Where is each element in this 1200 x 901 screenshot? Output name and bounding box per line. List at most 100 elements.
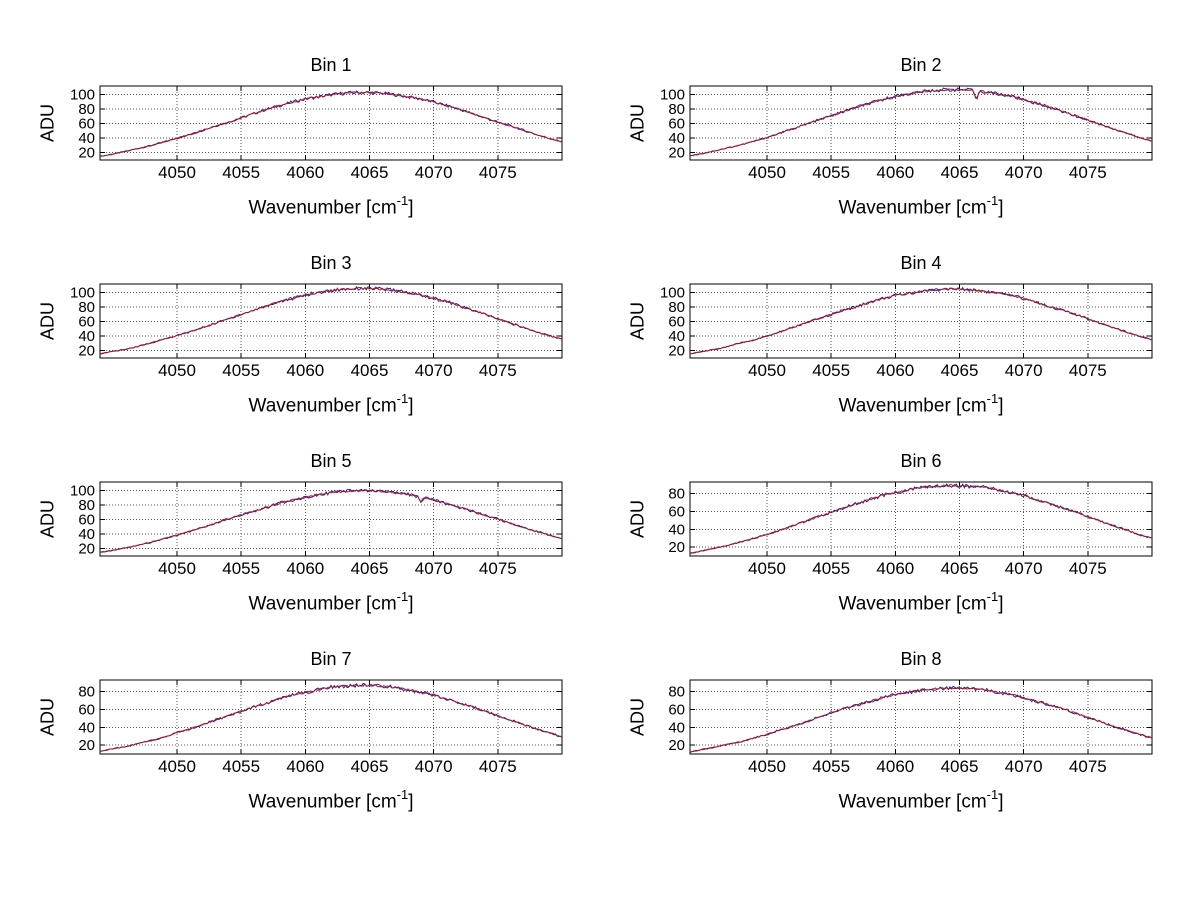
svg-text:60: 60	[668, 701, 685, 718]
x-axis-label-end: ]	[408, 197, 414, 219]
svg-text:80: 80	[668, 101, 685, 118]
subplot-grid: Bin 1 ADU 4050 4055 4060 4065 4070 4075 20 40 60…	[8, 50, 1188, 842]
x-axis-label-main: Wavenumber [cm	[248, 197, 397, 219]
svg-text:4070: 4070	[415, 757, 453, 776]
x-axis-label-sup: -1	[396, 193, 409, 208]
plot-title: Bin 3	[310, 253, 352, 273]
x-axis-label-end: ]	[998, 395, 1004, 417]
svg-text:4050: 4050	[158, 361, 196, 380]
svg-text:80: 80	[668, 684, 685, 701]
x-axis-label: Wavenumber [cm-1]	[690, 589, 1152, 615]
svg-text:100: 100	[660, 285, 685, 302]
svg-text:4070: 4070	[415, 361, 453, 380]
svg-text:4050: 4050	[158, 163, 196, 182]
svg-text:4055: 4055	[812, 559, 850, 578]
svg-text:4075: 4075	[1069, 757, 1107, 776]
svg-text:60: 60	[78, 314, 95, 331]
svg-text:4050: 4050	[748, 757, 786, 776]
x-axis-label-sup: -1	[396, 589, 409, 604]
plot-title: Bin 1	[310, 55, 352, 75]
svg-text:4050: 4050	[158, 757, 196, 776]
subplot-bin-3: Bin 3 ADU 4050 4055 4060 4065 4070 4075 20 40 60…	[8, 248, 598, 446]
x-axis-label: Wavenumber [cm-1]	[690, 787, 1152, 813]
plot-title: Bin 8	[900, 649, 942, 669]
svg-text:4055: 4055	[812, 163, 850, 182]
svg-text:4060: 4060	[286, 361, 324, 380]
subplot-bin-2: Bin 2 ADU 4050 4055 4060 4065 4070 4075 20 40 60…	[598, 50, 1188, 248]
x-axis-label-end: ]	[408, 791, 414, 813]
x-axis-label: Wavenumber [cm-1]	[100, 391, 562, 417]
svg-text:100: 100	[70, 87, 95, 104]
svg-text:40: 40	[78, 328, 95, 345]
subplot-bin-8: Bin 8 ADU 4050 4055 4060 4065 4070 4075 20 40 60…	[598, 644, 1188, 842]
x-axis-label-main: Wavenumber [cm	[248, 593, 397, 615]
svg-text:4065: 4065	[351, 757, 389, 776]
svg-text:40: 40	[78, 719, 95, 736]
svg-text:4055: 4055	[812, 361, 850, 380]
svg-text:4060: 4060	[876, 361, 914, 380]
svg-text:100: 100	[660, 87, 685, 104]
svg-text:4055: 4055	[222, 559, 260, 578]
svg-text:20: 20	[78, 343, 95, 360]
svg-text:80: 80	[78, 684, 95, 701]
svg-text:80: 80	[78, 299, 95, 316]
plot-title: Bin 4	[900, 253, 942, 273]
subplot-bin-1: Bin 1 ADU 4050 4055 4060 4065 4070 4075 20 40 60…	[8, 50, 598, 248]
subplot-bin-5: Bin 5 ADU 4050 4055 4060 4065 4070 4075 20 40 60…	[8, 446, 598, 644]
svg-text:60: 60	[668, 116, 685, 133]
svg-text:80: 80	[668, 486, 685, 503]
x-axis-label: Wavenumber [cm-1]	[690, 193, 1152, 219]
x-axis-label-main: Wavenumber [cm	[838, 197, 987, 219]
svg-text:20: 20	[668, 343, 685, 360]
x-axis-label: Wavenumber [cm-1]	[100, 787, 562, 813]
svg-text:4075: 4075	[1069, 361, 1107, 380]
svg-text:4050: 4050	[158, 559, 196, 578]
subplot-bin-7: Bin 7 ADU 4050 4055 4060 4065 4070 4075 20 40 60…	[8, 644, 598, 842]
x-axis-label: Wavenumber [cm-1]	[100, 193, 562, 219]
svg-text:40: 40	[668, 130, 685, 147]
x-axis-label-end: ]	[408, 395, 414, 417]
svg-text:20: 20	[78, 145, 95, 162]
x-axis-label-end: ]	[998, 791, 1004, 813]
svg-text:4070: 4070	[415, 559, 453, 578]
svg-text:20: 20	[78, 541, 95, 558]
svg-text:80: 80	[78, 101, 95, 118]
svg-text:4060: 4060	[876, 163, 914, 182]
svg-text:4065: 4065	[941, 163, 979, 182]
svg-text:60: 60	[668, 314, 685, 331]
svg-text:4060: 4060	[286, 757, 324, 776]
svg-text:4050: 4050	[748, 163, 786, 182]
svg-text:40: 40	[668, 719, 685, 736]
x-axis-label-end: ]	[998, 593, 1004, 615]
svg-text:4075: 4075	[1069, 559, 1107, 578]
subplot-bin-6: Bin 6 ADU 4050 4055 4060 4065 4070 4075 20 40 60…	[598, 446, 1188, 644]
plot-title: Bin 6	[900, 451, 942, 471]
svg-text:20: 20	[668, 145, 685, 162]
svg-text:100: 100	[70, 285, 95, 302]
x-axis-label-sup: -1	[986, 787, 999, 802]
svg-text:40: 40	[78, 130, 95, 147]
svg-text:4060: 4060	[286, 559, 324, 578]
x-axis-label: Wavenumber [cm-1]	[690, 391, 1152, 417]
svg-text:60: 60	[78, 512, 95, 529]
plot-title: Bin 7	[310, 649, 352, 669]
svg-text:60: 60	[78, 116, 95, 133]
x-axis-label-main: Wavenumber [cm	[838, 593, 987, 615]
x-axis-label-end: ]	[998, 197, 1004, 219]
x-axis-label-main: Wavenumber [cm	[248, 791, 397, 813]
svg-text:4065: 4065	[351, 361, 389, 380]
svg-text:40: 40	[78, 526, 95, 543]
svg-text:60: 60	[668, 503, 685, 520]
plot-title: Bin 2	[900, 55, 942, 75]
svg-text:4065: 4065	[351, 163, 389, 182]
svg-text:4055: 4055	[222, 757, 260, 776]
svg-text:40: 40	[668, 521, 685, 538]
svg-text:4065: 4065	[941, 361, 979, 380]
svg-text:4070: 4070	[1005, 361, 1043, 380]
